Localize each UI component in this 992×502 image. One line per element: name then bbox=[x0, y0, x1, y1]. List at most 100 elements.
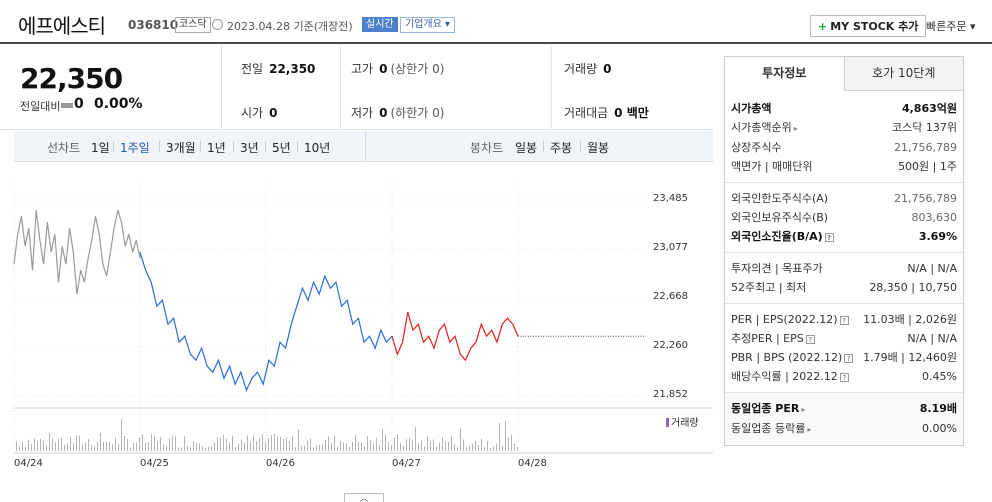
volume-bar bbox=[238, 443, 239, 451]
volume-bar bbox=[97, 442, 98, 451]
help-icon[interactable]: ? bbox=[839, 316, 849, 325]
chevron-right-icon[interactable]: ▸ bbox=[807, 425, 812, 434]
change-label: 전일대비 bbox=[20, 100, 61, 113]
info-row: 동일업종 PER ▸ 8.19배 bbox=[731, 399, 957, 419]
candle-option-0[interactable]: 일봉 bbox=[515, 141, 538, 155]
volume-bar bbox=[343, 442, 344, 451]
volume-bar bbox=[187, 445, 188, 451]
period-option-4[interactable]: 3년 bbox=[240, 141, 259, 155]
stat-label: 저가 bbox=[351, 106, 374, 120]
company-overview-dropdown[interactable]: 기업개요 ▾ bbox=[400, 17, 456, 33]
info-label-text: 외국인소진율(B/A) bbox=[731, 230, 823, 243]
tab-order-book-10[interactable]: 호가 10단계 bbox=[844, 57, 963, 91]
volume-legend-label: 거래량 bbox=[671, 418, 699, 429]
period-option-5[interactable]: 5년 bbox=[272, 141, 291, 155]
info-value: 8.19배 bbox=[919, 402, 957, 415]
price-chart: 23,485 23,077 22,668 22,260 21,852 04/24 04/2… bbox=[0, 163, 713, 502]
volume-bar bbox=[49, 432, 50, 451]
info-value: 0.45% bbox=[922, 370, 957, 383]
chevron-right-icon[interactable]: ▸ bbox=[793, 124, 798, 133]
info-row: 배당수익률 | 2022.12? 0.45% bbox=[731, 367, 957, 386]
volume-bar bbox=[409, 438, 410, 451]
option-separator bbox=[265, 141, 266, 152]
info-value: 28,350 | 10,750 bbox=[869, 281, 957, 294]
period-option-6[interactable]: 10년 bbox=[304, 141, 331, 155]
help-icon[interactable]: ? bbox=[824, 233, 834, 242]
volume-bar bbox=[388, 442, 389, 451]
volume-bar bbox=[349, 447, 350, 451]
help-icon[interactable]: ? bbox=[844, 354, 854, 363]
info-row: 동일업종 등락률 ▸ 0.00% bbox=[731, 419, 957, 439]
volume-bar bbox=[472, 443, 473, 451]
volume-bar bbox=[70, 437, 71, 451]
info-row: 추정PER | EPS? N/A | N/A bbox=[731, 329, 957, 348]
volume-bar bbox=[247, 435, 248, 451]
change-percent: 0.00% bbox=[94, 96, 143, 112]
info-label-text: 배당수익률 | 2022.12 bbox=[731, 370, 838, 383]
my-stock-add-button[interactable]: + MY STOCK 추가 bbox=[810, 15, 927, 37]
volume-bar bbox=[331, 443, 332, 451]
volume-bar bbox=[175, 436, 176, 451]
volume-bar bbox=[427, 436, 428, 451]
volume-bar bbox=[19, 446, 20, 451]
candle-option-2[interactable]: 월봉 bbox=[587, 141, 610, 155]
info-label: 배당수익률 | 2022.12? bbox=[731, 367, 849, 386]
realtime-button[interactable]: 실시간 bbox=[362, 17, 398, 32]
tab-investment-info[interactable]: 투자정보 bbox=[725, 57, 845, 91]
volume-bar bbox=[52, 438, 53, 451]
volume-bar bbox=[424, 446, 425, 451]
candle-option-1[interactable]: 주봉 bbox=[550, 141, 573, 155]
option-separator bbox=[200, 141, 201, 152]
chevron-down-icon: ▾ bbox=[445, 19, 451, 30]
stat-value: 0 bbox=[269, 106, 278, 120]
info-label: PBR | BPS (2022.12)? bbox=[731, 348, 854, 367]
info-label-text: 동일업종 PER bbox=[731, 402, 800, 415]
info-label: 동일업종 PER ▸ bbox=[731, 399, 805, 419]
stat-label: 전일 bbox=[241, 62, 264, 76]
volume-bar bbox=[142, 434, 143, 451]
volume-bar bbox=[166, 445, 167, 451]
volume-bar bbox=[286, 437, 287, 451]
volume-bar bbox=[100, 433, 101, 451]
volume-bar bbox=[481, 438, 482, 451]
volume-bar bbox=[445, 441, 446, 451]
stat-volume: 거래량 0 bbox=[564, 60, 611, 77]
volume-bar bbox=[250, 442, 251, 451]
volume-bar bbox=[310, 438, 311, 451]
volume-bar bbox=[340, 441, 341, 451]
volume-bar bbox=[94, 446, 95, 451]
period-option-1[interactable]: 1주일 bbox=[120, 141, 150, 155]
volume-bar bbox=[301, 445, 302, 451]
help-icon[interactable]: ? bbox=[839, 373, 849, 382]
volume-bar bbox=[364, 446, 365, 451]
chevron-right-icon[interactable]: ▸ bbox=[801, 405, 806, 414]
option-separator bbox=[233, 141, 234, 152]
volume-bar bbox=[73, 443, 74, 451]
period-option-3[interactable]: 1년 bbox=[207, 141, 226, 155]
price-summary: 22,350 전일대비 0 0.00% bbox=[0, 46, 222, 130]
volume-bar bbox=[325, 439, 326, 451]
volume-bar bbox=[133, 442, 134, 451]
volume-bar bbox=[283, 438, 284, 451]
volume-bar bbox=[439, 442, 440, 451]
help-icon[interactable]: ? bbox=[805, 335, 815, 344]
volume-bar bbox=[322, 443, 323, 451]
info-label-text: 추정PER | EPS bbox=[731, 332, 804, 345]
volume-bar bbox=[214, 442, 215, 451]
info-label: 추정PER | EPS? bbox=[731, 329, 815, 348]
volume-bar bbox=[91, 444, 92, 451]
period-option-0[interactable]: 1일 bbox=[91, 141, 110, 155]
volume-bar bbox=[463, 439, 464, 451]
volume-bar bbox=[289, 440, 290, 451]
volume-bar bbox=[256, 441, 257, 451]
volume-bar bbox=[37, 441, 38, 451]
period-option-2[interactable]: 3개월 bbox=[166, 141, 196, 155]
volume-bar bbox=[292, 435, 293, 451]
volume-bar bbox=[232, 435, 233, 451]
volume-bar bbox=[181, 447, 182, 451]
collapse-chart-button[interactable]: ︿ bbox=[344, 493, 384, 502]
volume-bar bbox=[202, 446, 203, 451]
info-label: 외국인소진율(B/A)? bbox=[731, 227, 834, 246]
quick-order-link[interactable]: 빠른주문 ▾ bbox=[926, 18, 976, 34]
volume-bar bbox=[205, 447, 206, 451]
